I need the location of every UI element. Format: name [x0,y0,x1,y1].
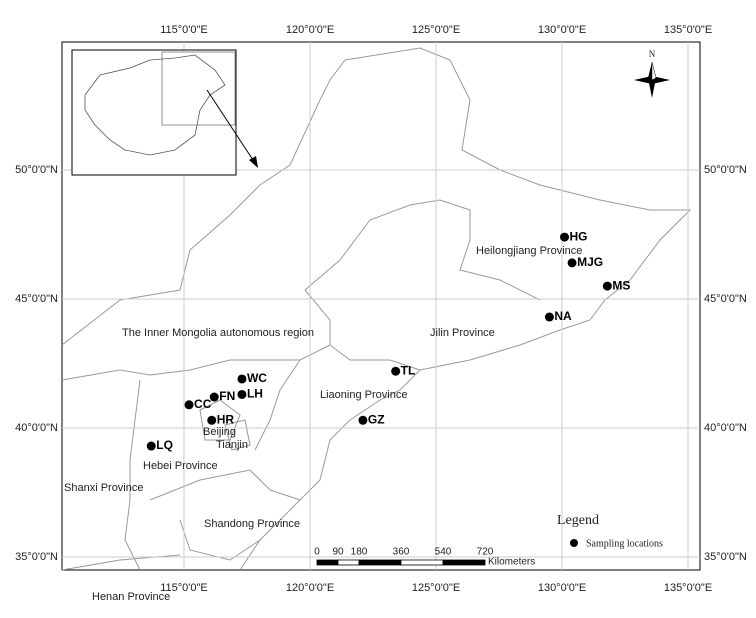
scale-segment [400,559,444,566]
inset-highlight [161,51,236,126]
north-label: N [649,49,656,59]
site-label: WC [247,371,267,385]
lon-label: 135°0'0"E [664,24,712,36]
scale-segment [358,559,402,566]
site-label: FN [219,389,235,403]
scale-segment [337,559,360,566]
inset-arrow [206,89,256,164]
inset-map [71,49,258,176]
site-marker [567,258,577,268]
north-arrow: N [634,49,670,98]
site-marker [602,281,612,291]
site-marker [184,400,194,410]
scale-segment [442,559,486,566]
site-marker [560,232,570,242]
scale-label: 720 [477,547,494,558]
region-label: Beijing [203,426,236,438]
scale-label: 180 [351,547,368,558]
site-marker [146,441,156,451]
lon-label: 125°0'0"E [412,582,460,594]
lat-label: 45°0'0"N [15,293,58,305]
region-labels: Heilongjiang Province Jilin Province Lia… [64,245,582,603]
lon-label: 115°0'0"E [160,24,208,36]
lon-label: 120°0'0"E [286,24,334,36]
lat-label: 35°0'0"N [704,551,747,563]
region-label: Shanxi Province [64,482,144,494]
inset-country [84,54,226,156]
legend: Legend Sampling locations [557,513,663,549]
lat-label: 45°0'0"N [704,293,747,305]
lon-label: 115°0'0"E [160,582,208,594]
lat-label: 35°0'0"N [15,551,58,563]
inset-frame [71,49,237,176]
scale-label: 360 [393,547,410,558]
region-label: Henan Province [92,591,170,603]
legend-marker [570,539,578,547]
site-marker [237,374,247,384]
scale-segment [316,559,339,566]
map-frame [61,41,701,571]
sites: HG MJG MS NA TL GZ WC LH FN CC HR LQ [146,229,630,452]
scale-unit: Kilometers [488,557,535,568]
site-marker [544,312,554,322]
site-marker [237,389,247,399]
lat-label: 50°0'0"N [704,164,747,176]
site-label: HR [217,412,235,426]
region-label: Shandong Province [204,518,300,530]
lon-label: 135°0'0"E [664,582,712,594]
site-marker [391,366,401,376]
region-label: The Inner Mongolia autonomous region [122,327,314,339]
site-label: NA [554,309,572,323]
lat-label: 40°0'0"N [704,422,747,434]
site-label: LQ [156,438,173,452]
site-marker [358,415,368,425]
site-label: CC [194,397,212,411]
scale-label: 0 [314,547,320,558]
lon-label: 120°0'0"E [286,582,334,594]
lat-label: 50°0'0"N [15,164,58,176]
lon-label: 130°0'0"E [538,582,586,594]
region-label: Tianjin [216,439,248,451]
lon-label: 125°0'0"E [412,24,460,36]
legend-item: Sampling locations [586,538,663,549]
region-label: Hebei Province [143,460,218,472]
scale-label: 540 [435,547,452,558]
site-label: GZ [368,412,385,426]
site-label: HG [570,229,588,243]
site-marker [207,415,217,425]
site-label: LH [247,387,263,401]
lon-label: 130°0'0"E [538,24,586,36]
site-label: TL [401,363,416,377]
lat-label: 40°0'0"N [15,422,58,434]
region-label: Heilongjiang Province [476,245,582,257]
inset-arrowhead [249,156,258,168]
scale-label: 90 [332,547,344,558]
legend-title: Legend [557,513,599,528]
site-label: MS [612,278,630,292]
region-label: Jilin Province [430,327,495,339]
site-marker [209,392,219,402]
region-label: Liaoning Province [320,389,407,401]
site-label: MJG [577,255,603,269]
